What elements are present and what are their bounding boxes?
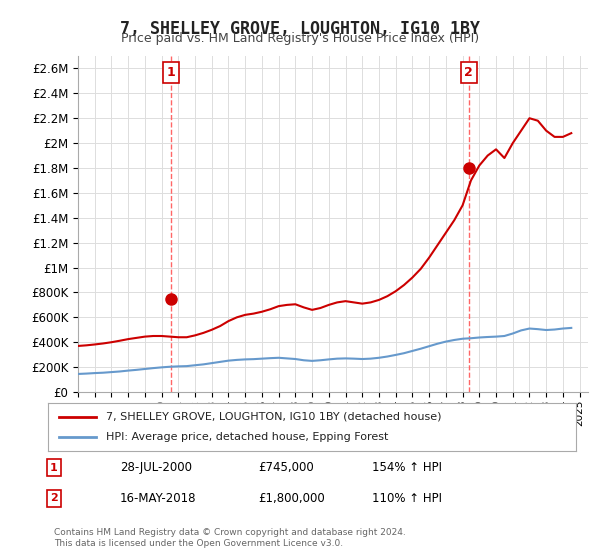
Text: Contains HM Land Registry data © Crown copyright and database right 2024.
This d: Contains HM Land Registry data © Crown c… (54, 528, 406, 548)
Text: 16-MAY-2018: 16-MAY-2018 (120, 492, 197, 505)
Text: Price paid vs. HM Land Registry's House Price Index (HPI): Price paid vs. HM Land Registry's House … (121, 32, 479, 45)
Text: 154% ↑ HPI: 154% ↑ HPI (372, 461, 442, 474)
Text: 2: 2 (464, 66, 473, 79)
Text: 7, SHELLEY GROVE, LOUGHTON, IG10 1BY: 7, SHELLEY GROVE, LOUGHTON, IG10 1BY (120, 20, 480, 38)
Text: 7, SHELLEY GROVE, LOUGHTON, IG10 1BY (detached house): 7, SHELLEY GROVE, LOUGHTON, IG10 1BY (de… (106, 412, 442, 422)
Text: 1: 1 (50, 463, 58, 473)
Text: HPI: Average price, detached house, Epping Forest: HPI: Average price, detached house, Eppi… (106, 432, 388, 442)
Text: £1,800,000: £1,800,000 (258, 492, 325, 505)
Text: 110% ↑ HPI: 110% ↑ HPI (372, 492, 442, 505)
Text: 2: 2 (50, 493, 58, 503)
Text: 1: 1 (167, 66, 176, 79)
Text: £745,000: £745,000 (258, 461, 314, 474)
Text: 28-JUL-2000: 28-JUL-2000 (120, 461, 192, 474)
